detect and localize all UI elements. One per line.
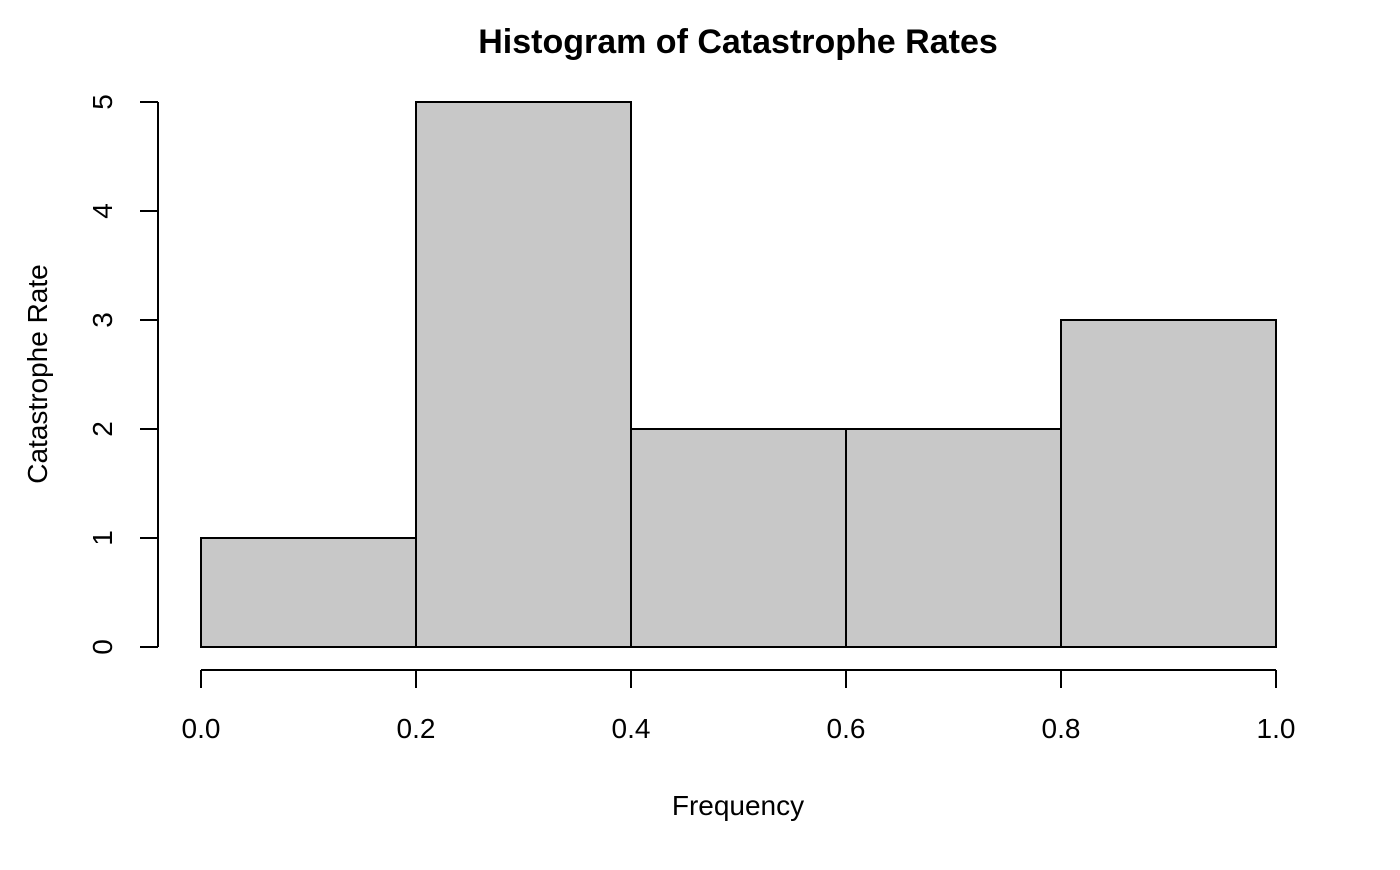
histogram-bar-2: [630, 428, 847, 648]
y-tick-label-5: 5: [87, 94, 118, 110]
y-tick-label-2: 2: [87, 421, 118, 437]
x-tick-label-2: 0.4: [612, 713, 651, 744]
x-tick-label-3: 0.6: [827, 713, 866, 744]
y-tick-label-3: 3: [87, 312, 118, 328]
x-tick-label-0: 0.0: [182, 713, 221, 744]
histogram-bar-4: [1060, 319, 1277, 648]
y-tick-label-1: 1: [87, 530, 118, 546]
histogram-bar-3: [845, 428, 1062, 648]
x-axis-label: Frequency: [672, 790, 804, 821]
bars-group: [200, 101, 1277, 648]
y-axis-label: Catastrophe Rate: [22, 264, 53, 483]
y-tick-label-4: 4: [87, 203, 118, 219]
y-tick-label-0: 0: [87, 639, 118, 655]
y-axis: 0 1 2 3 4 5: [87, 94, 159, 655]
histogram-bar-0: [200, 537, 417, 648]
x-tick-label-1: 0.2: [397, 713, 436, 744]
histogram-bar-1: [415, 101, 632, 648]
x-tick-label-5: 1.0: [1257, 713, 1296, 744]
x-tick-label-4: 0.8: [1042, 713, 1081, 744]
chart-title: Histogram of Catastrophe Rates: [478, 23, 998, 61]
x-axis: 0.0 0.2 0.4 0.6 0.8 1.0: [182, 669, 1296, 744]
